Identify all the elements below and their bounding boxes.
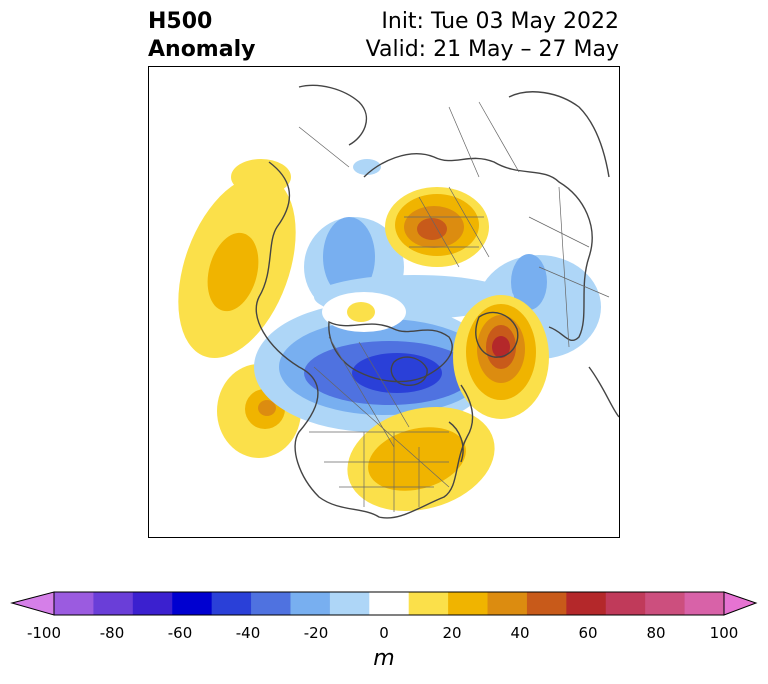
colorbar-segment — [290, 592, 331, 615]
colorbar-tick-label: 0 — [379, 624, 389, 642]
colorbar-frame — [53, 591, 725, 616]
forecast-dates: Init: Tue 03 May 2022 Valid: 21 May – 27… — [366, 8, 619, 64]
colorbar-segment — [448, 592, 489, 615]
colorbar-tick-label: -80 — [99, 624, 125, 642]
colorbar-segment — [172, 592, 213, 615]
colorbar-svg — [10, 591, 758, 616]
colorbar-segment — [329, 592, 370, 615]
map-title: H500 Anomaly — [148, 8, 255, 64]
colorbar-segment — [369, 592, 410, 615]
anomaly-positive-alaska — [178, 159, 296, 359]
title-variable: H500 — [148, 9, 213, 34]
colorbar-segment — [211, 592, 252, 615]
colorbar-tick-label: -100 — [26, 624, 62, 642]
colorbar-tick-label: -40 — [235, 624, 261, 642]
colorbar-segment — [408, 592, 449, 615]
init-date: Init: Tue 03 May 2022 — [381, 9, 619, 34]
colorbar-extend-max — [723, 591, 758, 616]
title-subtitle: Anomaly — [148, 37, 256, 62]
colorbar-segment — [566, 592, 607, 615]
colorbar-segment — [645, 592, 686, 615]
colorbar-tick-label: 40 — [510, 624, 530, 642]
colorbar-tick-label: 80 — [646, 624, 666, 642]
colorbar-tick-label: -20 — [303, 624, 329, 642]
map-svg — [178, 84, 619, 519]
colorbar-extend-min — [10, 591, 55, 616]
colorbar — [10, 588, 758, 624]
valid-range: Valid: 21 May – 27 May — [365, 37, 619, 62]
colorbar-tick-label: 100 — [709, 624, 739, 642]
colorbar-tick-label: 60 — [578, 624, 598, 642]
colorbar-segment — [251, 592, 291, 615]
coastlines — [255, 84, 619, 519]
colorbar-segment — [132, 592, 173, 615]
colorbar-segment — [487, 592, 528, 615]
anomaly-positive-wrussia — [385, 187, 489, 267]
colorbar-segment — [605, 592, 646, 615]
colorbar-tick-label: -60 — [167, 624, 193, 642]
colorbar-segment — [526, 592, 567, 615]
political-borders — [298, 101, 610, 512]
colorbar-unit: m — [373, 646, 395, 671]
colorbar-segment — [54, 592, 94, 615]
colorbar-tick-label: 20 — [442, 624, 462, 642]
colorbar-segment — [93, 592, 134, 615]
colorbar-segment — [684, 592, 725, 615]
anomaly-map — [148, 66, 620, 538]
